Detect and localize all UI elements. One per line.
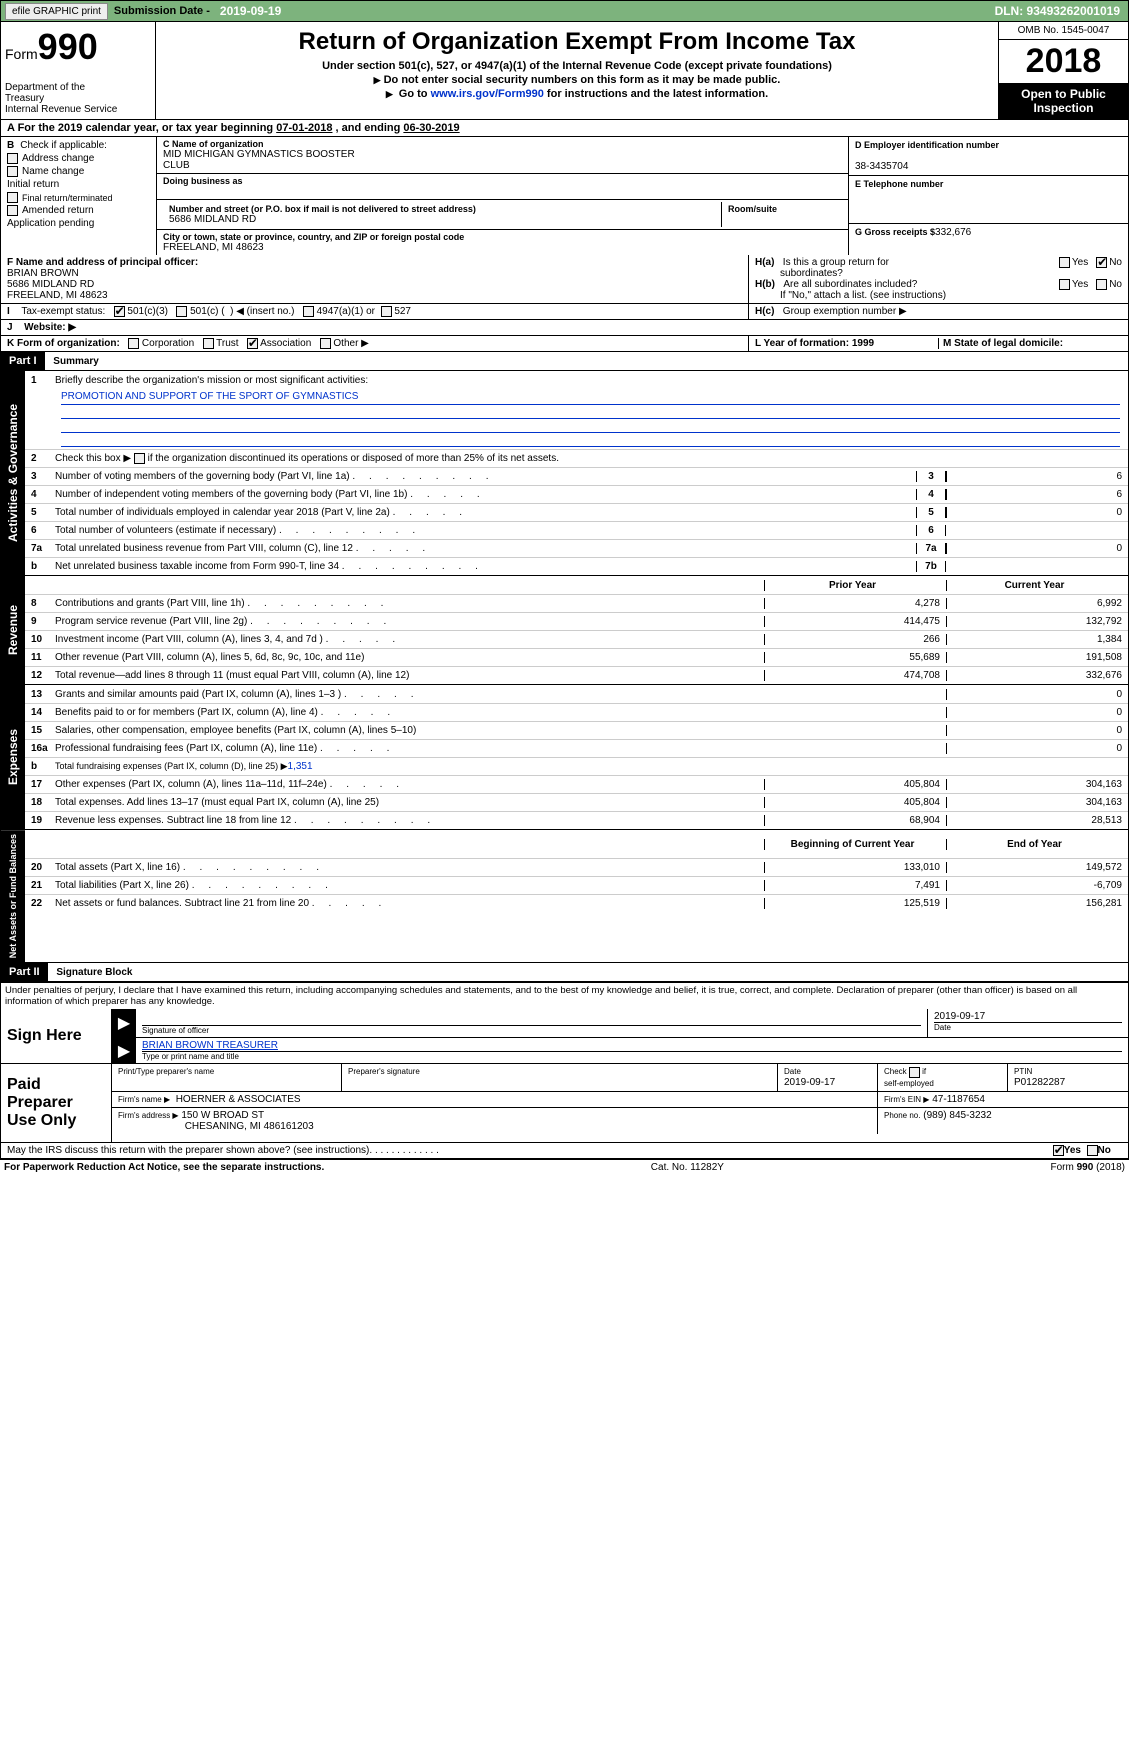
ha-no[interactable] bbox=[1096, 257, 1107, 268]
street: 5686 MIDLAND RD bbox=[169, 214, 715, 225]
subdate: 2019-09-19 bbox=[216, 4, 285, 18]
v4: 6 bbox=[946, 489, 1128, 500]
discuss-no[interactable] bbox=[1087, 1145, 1098, 1156]
footer: For Paperwork Reduction Act Notice, see … bbox=[0, 1159, 1129, 1175]
paid-preparer: Paid Preparer Use Only bbox=[1, 1064, 111, 1142]
cb-discontinued[interactable] bbox=[134, 453, 145, 464]
title: Return of Organization Exempt From Incom… bbox=[160, 28, 994, 56]
vtab-gov: Activities & Governance bbox=[1, 371, 25, 575]
cb-501c3[interactable] bbox=[114, 306, 125, 317]
cb-other[interactable] bbox=[320, 338, 331, 349]
irs-link[interactable]: www.irs.gov/Form990 bbox=[431, 88, 544, 100]
form-header: Form990 Department of the Treasury Inter… bbox=[0, 22, 1129, 120]
omb: OMB No. 1545-0047 bbox=[999, 22, 1128, 40]
cb-amended[interactable] bbox=[7, 205, 18, 216]
cb-527[interactable] bbox=[381, 306, 392, 317]
cb-name-change[interactable] bbox=[7, 166, 18, 177]
sig-arrow-1: ▶ bbox=[112, 1009, 136, 1037]
v7a: 0 bbox=[946, 543, 1128, 554]
hb-no[interactable] bbox=[1096, 279, 1107, 290]
gross-receipts: 332,676 bbox=[935, 227, 971, 238]
cb-final[interactable] bbox=[7, 192, 18, 203]
v3: 6 bbox=[946, 471, 1128, 482]
org-name: MID MICHIGAN GYMNASTICS BOOSTERCLUB bbox=[163, 149, 842, 171]
cb-addr-change[interactable] bbox=[7, 153, 18, 164]
sig-arrow-2: ▶ bbox=[112, 1038, 136, 1063]
vtab-expenses: Expenses bbox=[1, 685, 25, 829]
ein: 38-3435704 bbox=[855, 161, 1122, 172]
fundraising-link[interactable]: 1,351 bbox=[288, 761, 313, 772]
part1-hdr: Part I bbox=[1, 352, 45, 370]
subtitle-2: Do not enter social security numbers on … bbox=[160, 74, 994, 86]
part2-hdr: Part II bbox=[1, 963, 48, 981]
sign-here: Sign Here bbox=[1, 1009, 111, 1063]
cb-501c[interactable] bbox=[176, 306, 187, 317]
topbar: efile GRAPHIC print Submission Date - 20… bbox=[0, 0, 1129, 22]
subtitle-1: Under section 501(c), 527, or 4947(a)(1)… bbox=[160, 60, 994, 72]
cb-self-employed[interactable] bbox=[909, 1067, 920, 1078]
subtitle-3: Go to www.irs.gov/Form990 for instructio… bbox=[160, 88, 994, 100]
vtab-netassets: Net Assets or Fund Balances bbox=[1, 830, 25, 962]
efile-btn[interactable]: efile GRAPHIC print bbox=[5, 3, 108, 20]
city: FREELAND, MI 48623 bbox=[163, 242, 842, 253]
mission-text[interactable]: PROMOTION AND SUPPORT OF THE SPORT OF GY… bbox=[61, 391, 1120, 405]
officer-name-link[interactable]: BRIAN BROWN TREASURER bbox=[142, 1040, 278, 1051]
cb-assoc[interactable] bbox=[247, 338, 258, 349]
form-number: Form990 bbox=[5, 26, 151, 68]
penalty-text: Under penalties of perjury, I declare th… bbox=[1, 982, 1128, 1009]
dept: Department of the Treasury Internal Reve… bbox=[5, 82, 151, 115]
vtab-revenue: Revenue bbox=[1, 576, 25, 684]
open-inspection: Open to PublicInspection bbox=[999, 83, 1128, 119]
hb-yes[interactable] bbox=[1059, 279, 1070, 290]
cb-4947[interactable] bbox=[303, 306, 314, 317]
subdate-label: Submission Date - bbox=[108, 5, 216, 17]
row-a: A For the 2019 calendar year, or tax yea… bbox=[0, 120, 1129, 137]
v5: 0 bbox=[946, 507, 1128, 518]
cb-trust[interactable] bbox=[203, 338, 214, 349]
section-bcd: BCheck if applicable: Address change Nam… bbox=[0, 137, 1129, 255]
ha-yes[interactable] bbox=[1059, 257, 1070, 268]
cb-corp[interactable] bbox=[128, 338, 139, 349]
dln: DLN: 93493262001019 bbox=[995, 4, 1128, 18]
tax-year: 2018 bbox=[999, 40, 1128, 83]
discuss-yes[interactable] bbox=[1053, 1145, 1064, 1156]
